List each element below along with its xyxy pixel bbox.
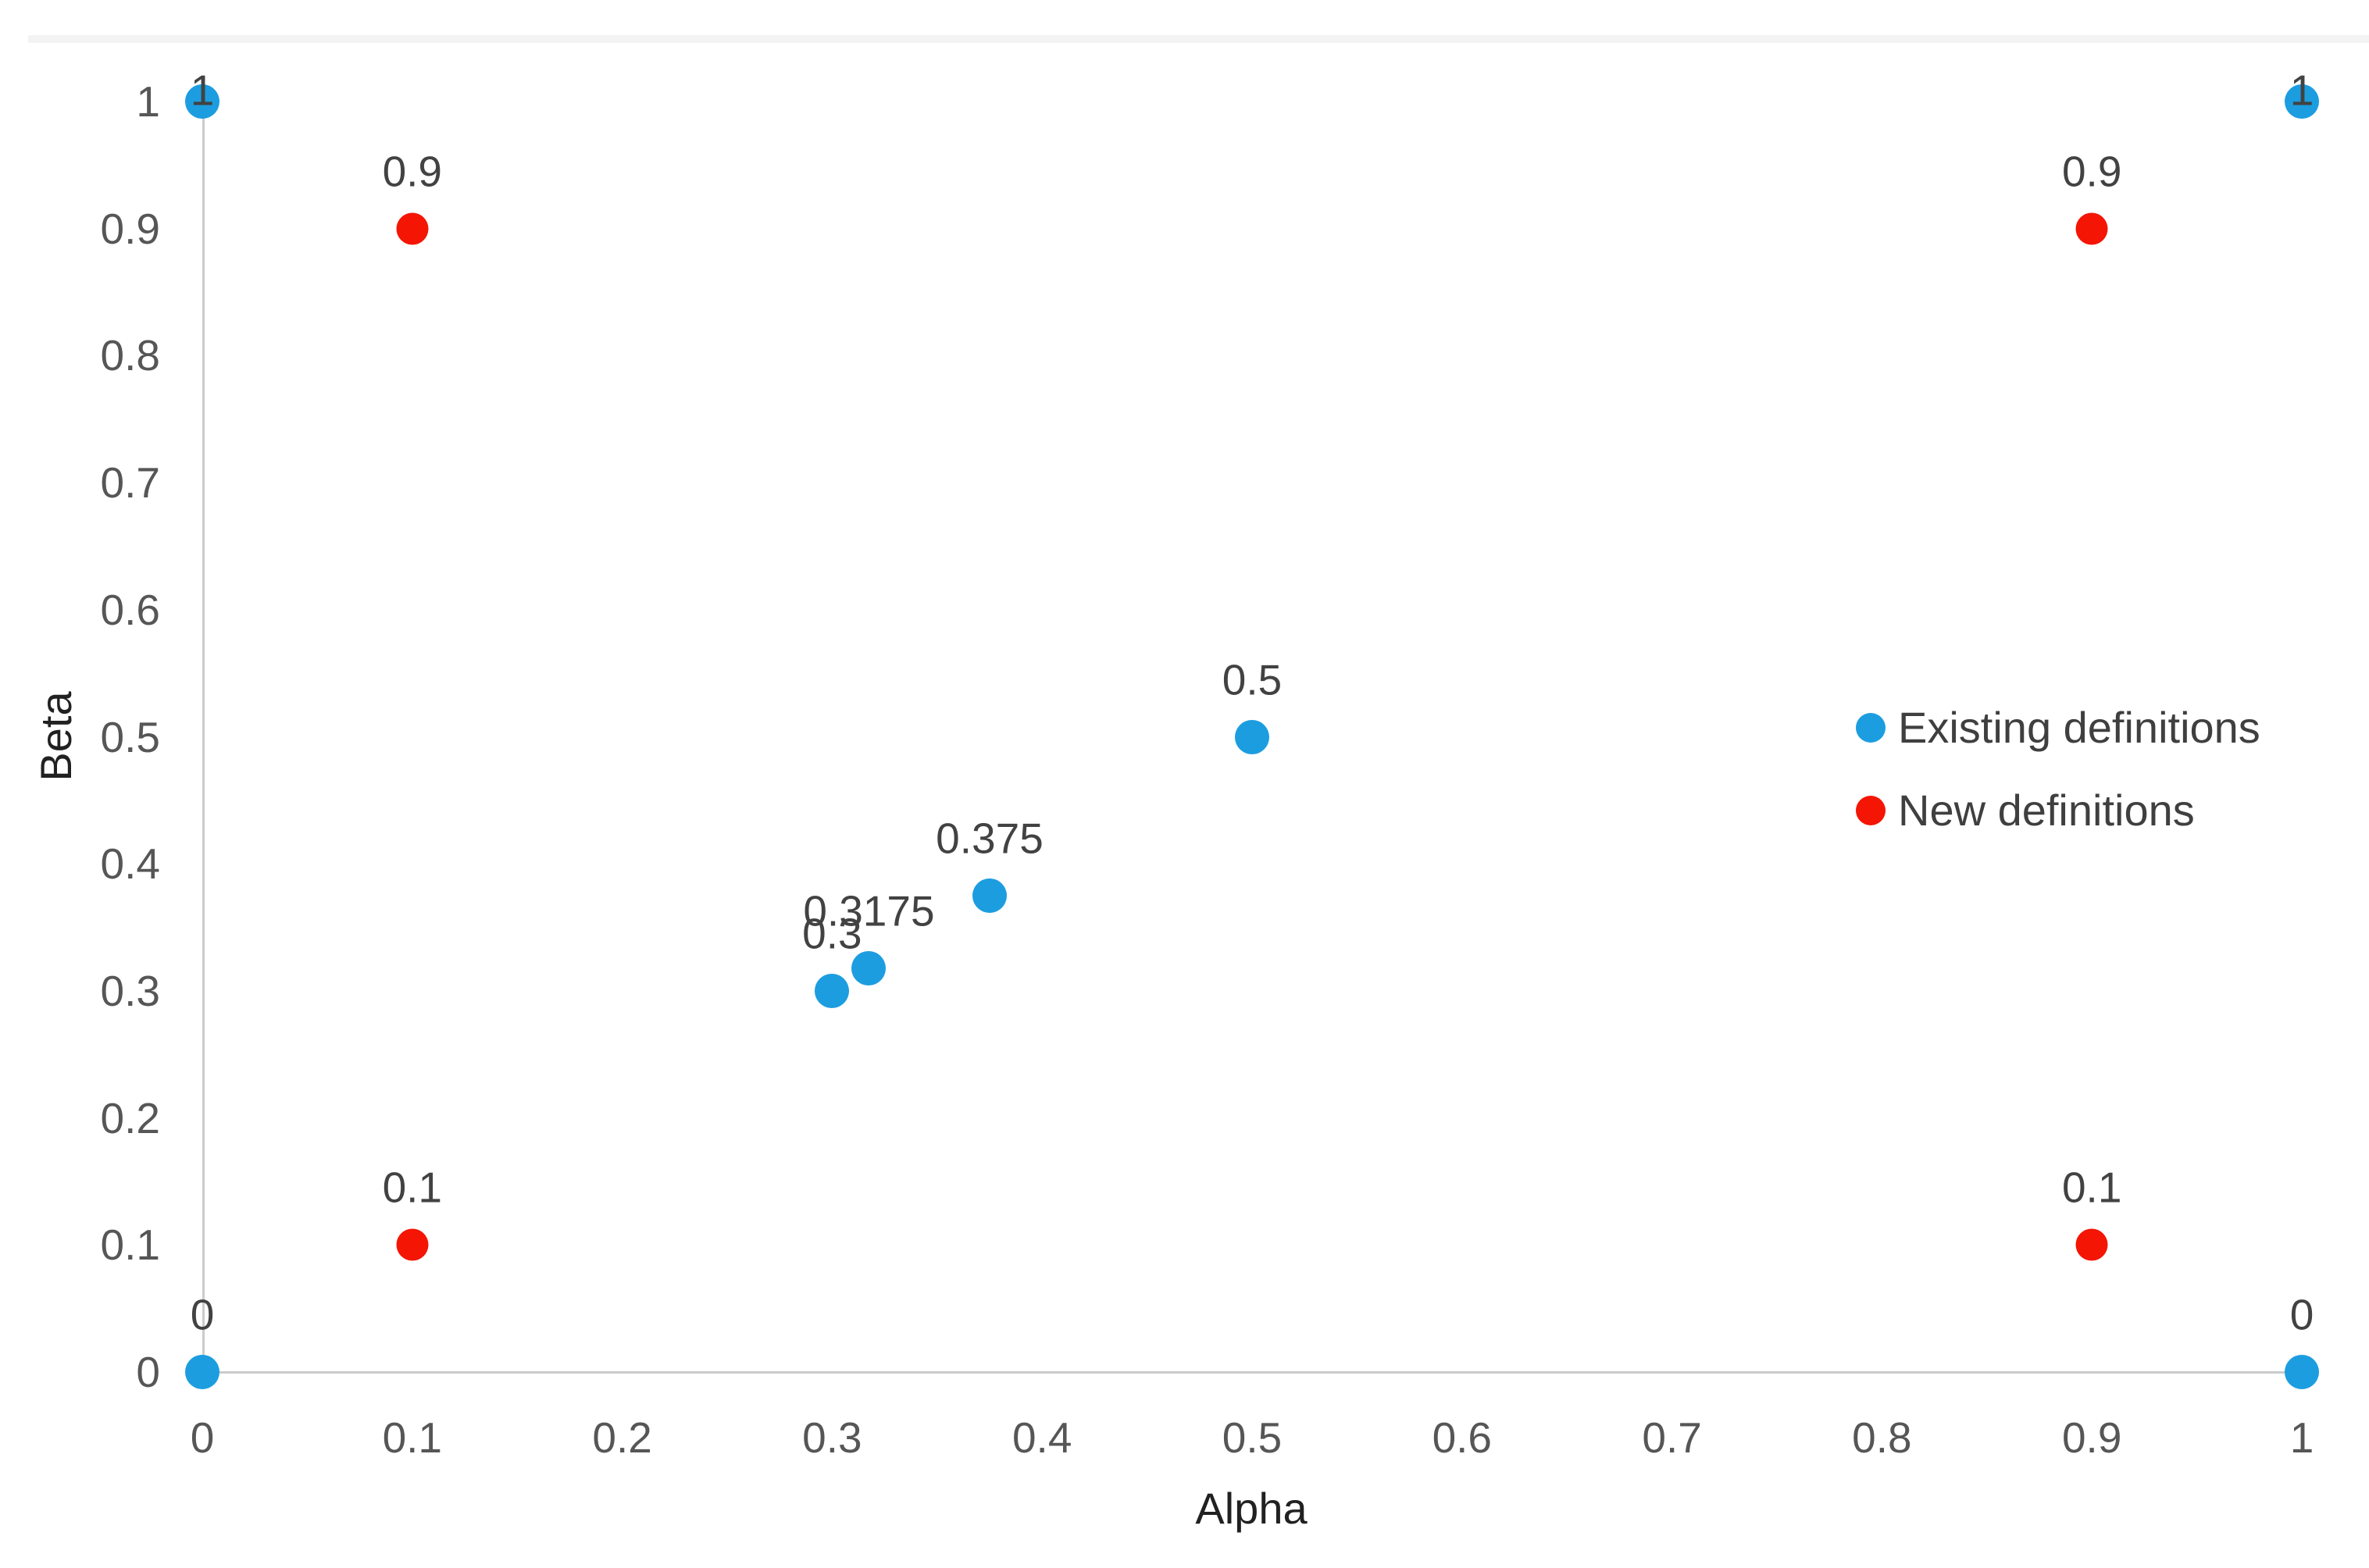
x-tick-label: 0.2	[592, 1413, 652, 1462]
y-tick-label: 0.1	[100, 1221, 160, 1270]
data-point-label: 0.3	[802, 909, 862, 958]
data-point	[2075, 1228, 2108, 1261]
y-tick-label: 0.8	[100, 331, 160, 380]
data-point	[2285, 1355, 2319, 1389]
y-tick-label: 0.4	[100, 839, 160, 889]
legend-item: Existing definitions	[1856, 701, 2260, 754]
data-point-label: 1	[190, 66, 215, 115]
x-axis-title: Alpha	[1195, 1484, 1308, 1533]
data-point	[185, 84, 219, 119]
x-tick-label: 0.5	[1222, 1413, 1283, 1462]
x-tick-label: 1	[2289, 1413, 2314, 1462]
data-point	[2075, 212, 2108, 245]
data-point	[2285, 84, 2319, 119]
data-point	[396, 1228, 429, 1261]
y-tick-label: 0.6	[100, 585, 160, 634]
y-axis-title: Beta	[31, 691, 80, 782]
x-tick-label: 0.4	[1011, 1413, 1072, 1462]
data-point-label: 0.375	[936, 814, 1044, 863]
x-tick-label: 0.1	[382, 1413, 443, 1462]
y-tick-label: 0.7	[100, 458, 160, 508]
x-tick-label: 0.9	[2061, 1413, 2122, 1462]
legend-marker-icon	[1856, 713, 1886, 743]
x-tick-label: 0	[190, 1413, 215, 1462]
y-tick-label: 0	[136, 1348, 160, 1396]
data-point-label: 0.1	[382, 1163, 443, 1212]
x-tick-label: 0.3	[802, 1413, 862, 1462]
y-tick-label: 0.2	[100, 1093, 160, 1142]
legend-marker-icon	[1856, 796, 1886, 825]
y-tick-label: 0.9	[100, 204, 160, 253]
legend: Existing definitions New definitions	[1856, 701, 2260, 837]
data-point	[851, 951, 887, 986]
legend-label: New definitions	[1898, 786, 2195, 835]
y-axis-line	[202, 102, 205, 1372]
y-tick-label: 0.5	[100, 712, 160, 761]
data-point-label: 0	[190, 1290, 215, 1339]
data-point	[815, 973, 850, 1008]
data-point-label: 1	[2289, 66, 2314, 115]
x-tick-label: 0.8	[1852, 1413, 1912, 1462]
legend-item: New definitions	[1856, 784, 2260, 837]
data-point-label: 0.1	[2061, 1163, 2122, 1212]
y-tick-label: 0.3	[100, 966, 160, 1015]
y-tick-label: 1	[136, 77, 160, 126]
x-tick-label: 0.6	[1432, 1413, 1493, 1462]
data-point	[185, 1355, 219, 1389]
data-point	[1235, 719, 1269, 754]
x-tick-label: 0.7	[1642, 1413, 1702, 1462]
top-band	[28, 35, 2369, 43]
x-axis-line	[202, 1371, 2303, 1374]
data-point-label: 0.5	[1222, 655, 1283, 704]
data-point	[396, 212, 429, 245]
data-point-label: 0	[2289, 1290, 2314, 1339]
data-point-label: 0.9	[2061, 147, 2122, 196]
data-point-label: 0.9	[382, 147, 443, 196]
data-point-label: 0.3175	[803, 886, 935, 935]
data-point	[972, 878, 1007, 913]
legend-label: Existing definitions	[1898, 703, 2260, 752]
